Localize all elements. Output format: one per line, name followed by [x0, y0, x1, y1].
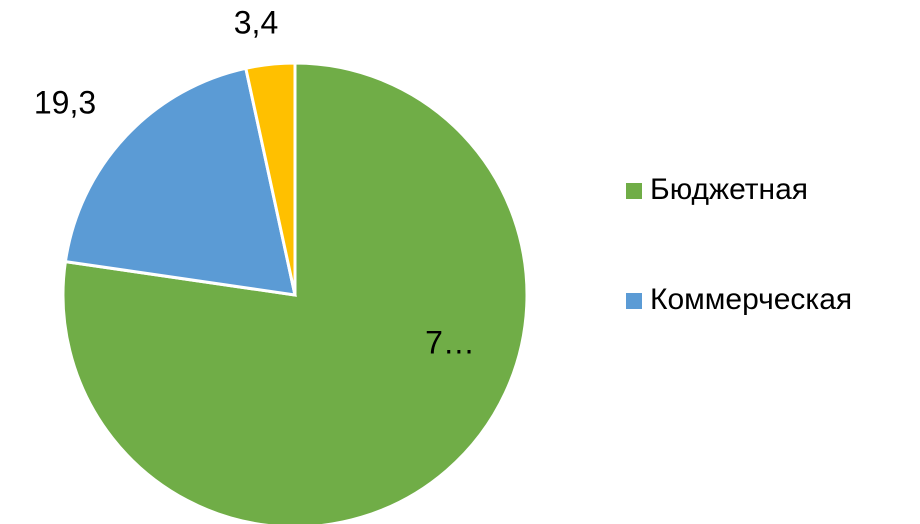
data-label: 7…	[425, 324, 475, 360]
data-label: 19,3	[34, 84, 96, 120]
legend-swatch	[626, 183, 642, 199]
data-label: 3,4	[234, 4, 278, 40]
legend-label: Коммерческая	[650, 283, 853, 316]
legend-swatch	[626, 293, 642, 309]
legend-entry: Коммерческая	[650, 283, 853, 316]
legend-label: Бюджетная	[650, 173, 809, 206]
legend-entry: Бюджетная	[650, 173, 809, 206]
pie-slice	[244, 61, 297, 296]
pie-slice	[63, 66, 297, 297]
